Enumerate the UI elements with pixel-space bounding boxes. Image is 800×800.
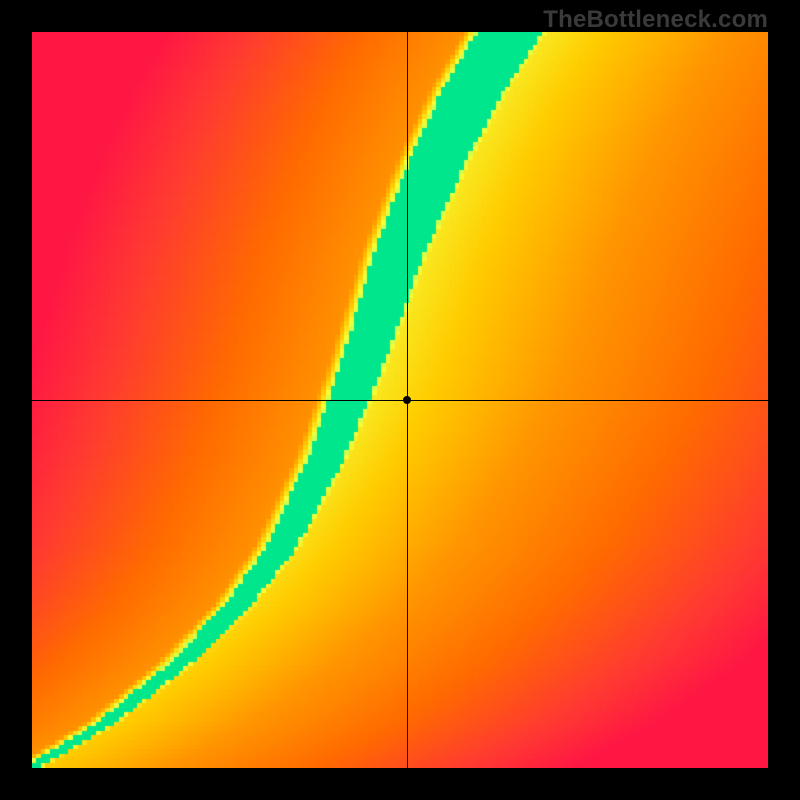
chart-frame: TheBottleneck.com	[0, 0, 800, 800]
heatmap-plot	[32, 32, 768, 768]
crosshair-horizontal	[32, 400, 768, 401]
watermark-text: TheBottleneck.com	[543, 6, 768, 34]
